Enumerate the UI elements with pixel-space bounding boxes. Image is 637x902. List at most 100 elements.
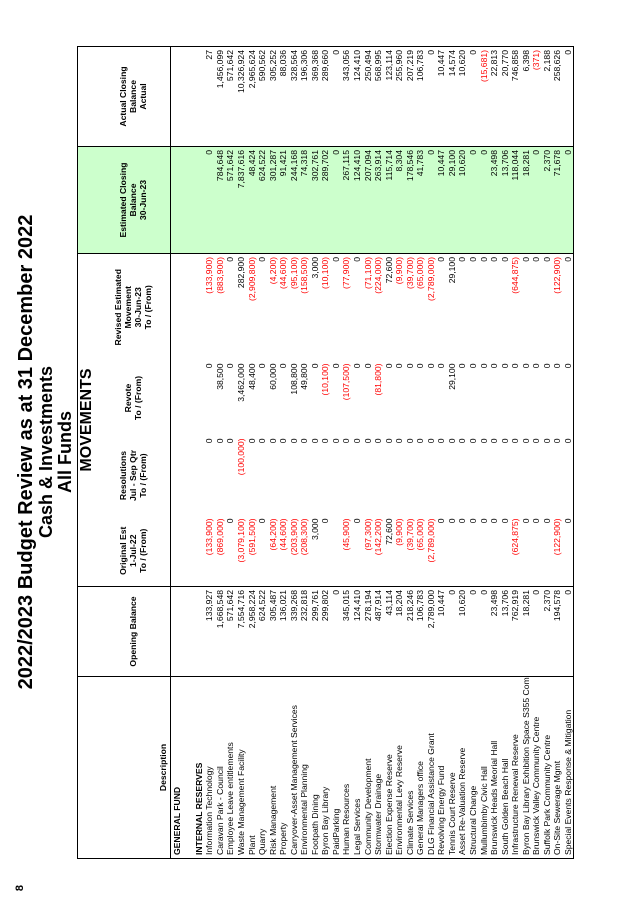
row-value: 88,036 — [277, 46, 289, 147]
row-value: (4,200) — [267, 257, 278, 285]
movements-header: MOVEMENTS — [77, 253, 96, 587]
row-value: 0 — [362, 438, 373, 444]
row-description: Byron Bay Library Exhibition Space S355 … — [520, 676, 532, 859]
row-value: 91,421 — [277, 146, 289, 254]
row-value: (3,079,100) — [235, 515, 247, 587]
row-value: 250,494 — [362, 46, 373, 147]
row-value: (71,100) — [362, 257, 373, 290]
row-value: 571,642 — [225, 146, 236, 254]
row-value: 0 — [330, 257, 341, 262]
row-value: 0 — [394, 438, 405, 444]
row-value: 0 — [467, 146, 479, 254]
row-value: 0 — [488, 515, 500, 587]
page-title: 2022/2023 Budget Review as at 31 Decembe… — [15, 214, 37, 690]
row-value: 133,927 — [204, 586, 215, 677]
row-value: 136,021 — [277, 586, 289, 677]
table-row: Human Resources 345,015 (45,900) 0 (107,500)… — [341, 46, 352, 859]
row-value: 72,600 — [383, 515, 394, 587]
row-value: 0 — [309, 438, 320, 444]
row-value: 7,837,616 — [235, 146, 247, 254]
row-value: 0 — [562, 46, 574, 147]
row-value: 0 — [520, 438, 531, 444]
row-value: 0 — [246, 438, 257, 444]
row-value — [330, 515, 342, 587]
row-value: 0 — [436, 257, 447, 262]
row-value: 0 — [478, 438, 489, 444]
table-row: Election Expense Reserve 43,114 72,600 0 0 72… — [383, 46, 394, 859]
row-value: 0 — [520, 515, 532, 587]
row-value: (591,500) — [246, 515, 257, 587]
row-value: 0 — [425, 146, 437, 254]
row-value: 13,706 — [499, 146, 510, 254]
row-value: 23,498 — [488, 586, 500, 677]
table-row: Property 136,021 (44,600) 0 0 (44,600) 91,421 8… — [277, 46, 289, 859]
row-value: 0 — [510, 438, 521, 444]
row-value: 0 — [531, 146, 542, 254]
row-value: 0 — [468, 438, 479, 444]
row-value: 41,783 — [415, 146, 426, 254]
row-value: 0 — [204, 438, 215, 444]
row-value: 0 — [352, 257, 363, 262]
row-description: Infrastructure Renewal Reserve — [509, 676, 521, 859]
row-value: 10,620 — [457, 46, 468, 147]
table-row: Footpath Dining 299,761 3,000 0 0 3,000 302,76… — [309, 46, 321, 859]
row-value: 0 — [531, 363, 542, 369]
row-value: (39,700) — [404, 257, 415, 290]
row-value: 115,714 — [383, 146, 394, 254]
table-row: Infrastructure Renewal Reserve 762,919 (62… — [509, 46, 521, 859]
row-value: 178,546 — [404, 146, 416, 254]
row-value: 0 — [468, 257, 479, 262]
row-description: Property — [277, 676, 289, 859]
row-value: 345,015 — [341, 586, 352, 677]
row-value: (9,900) — [393, 515, 405, 587]
row-value: 784,648 — [214, 146, 226, 254]
row-value — [170, 46, 183, 147]
table-row: South Golden Beach Hall 13,706 0 0 0 0 13,706 2… — [499, 46, 510, 859]
table-row: Community Development 278,194 (97,300) 0 0 (7… — [362, 46, 373, 859]
row-value: 328,564 — [288, 46, 300, 147]
row-value: 289,660 — [320, 46, 331, 147]
row-value: (2,789,000) — [425, 257, 436, 301]
row-value — [171, 436, 184, 516]
row-value: 1,668,548 — [214, 586, 226, 677]
row-value: 0 — [478, 515, 489, 587]
row-value: 0 — [351, 515, 363, 587]
row-value: 258,626 — [552, 46, 563, 147]
row-value: 301,287 — [267, 146, 278, 254]
row-value: 0 — [562, 515, 574, 587]
row-value: 0 — [489, 363, 500, 369]
row-value: 0 — [404, 363, 415, 369]
row-value: 0 — [330, 586, 342, 677]
row-value: (39,700) — [404, 515, 416, 587]
row-value: 72,600 — [383, 257, 394, 284]
row-description: GENERAL FUND — [170, 676, 183, 859]
row-value: 0 — [457, 257, 468, 262]
row-value: (133,900) — [204, 515, 215, 587]
row-value: 0 — [256, 515, 268, 587]
row-value: 0 — [257, 257, 268, 262]
row-value: 0 — [552, 363, 563, 369]
row-value: 0 — [446, 515, 458, 587]
row-description: Special Events Response & Mitigation — [562, 676, 574, 859]
col-revote: Revote To / (From) — [96, 360, 171, 436]
row-description: Human Resources — [341, 676, 352, 859]
table-row: Legal Services 124,410 0 0 0 0 124,410 124,410 — [351, 46, 363, 859]
row-value: 20,770 — [499, 46, 510, 147]
row-value: 762,919 — [509, 586, 521, 677]
table-row: Risk Management 305,487 (64,200) 0 60,000 (4,… — [267, 46, 278, 859]
row-value: 299,761 — [309, 586, 321, 677]
row-value: 0 — [541, 363, 552, 369]
row-value: 0 — [562, 586, 574, 677]
row-value: 10,326,924 — [235, 46, 247, 147]
row-value: 0 — [373, 438, 384, 444]
row-value: 71,678 — [552, 146, 563, 254]
row-value: 60,000 — [267, 363, 278, 390]
col-original-est: Original Est 1-Jul-22 To / (From) — [96, 515, 171, 587]
table-row: On-Site Sewerage Mgmt 194,578 (122,900) 0 0(… — [552, 46, 563, 859]
row-value: 0 — [415, 438, 426, 444]
row-value: 0 — [489, 257, 500, 262]
row-value: 0 — [309, 363, 320, 369]
row-value — [183, 436, 194, 516]
row-value: 0 — [225, 515, 236, 587]
row-value: 0 — [457, 363, 468, 369]
